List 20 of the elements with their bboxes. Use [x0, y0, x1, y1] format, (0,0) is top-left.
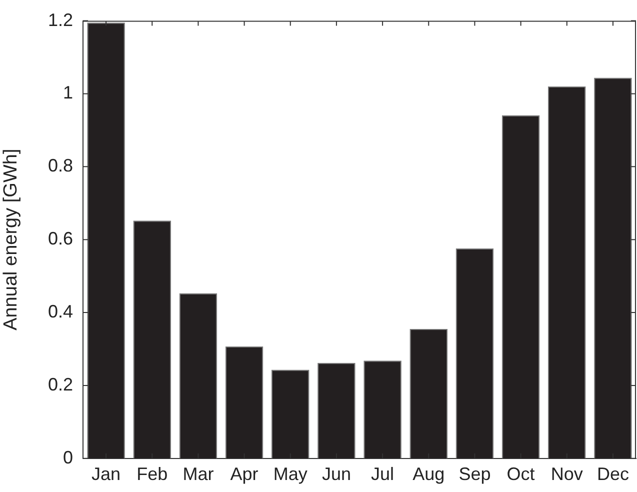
- y-tick-label: 1.2: [48, 10, 73, 30]
- y-tick-label: 0.8: [48, 156, 73, 176]
- x-tick-label: Nov: [550, 464, 583, 484]
- x-tick-label: Jun: [322, 464, 351, 484]
- x-tick-label: Jan: [92, 464, 121, 484]
- y-tick-label: 0.4: [48, 302, 73, 322]
- x-tick-label: Jul: [371, 464, 394, 484]
- x-tick-label: Aug: [412, 464, 445, 484]
- y-tick-label: 0.2: [48, 374, 73, 394]
- x-tick-label: Oct: [506, 464, 535, 484]
- x-tick-label: Mar: [182, 464, 214, 484]
- x-tick-label: Sep: [458, 464, 491, 484]
- x-tick-label: Apr: [230, 464, 258, 484]
- x-tick-label: May: [273, 464, 308, 484]
- x-tick-label: Dec: [596, 464, 629, 484]
- y-axis-title: Annual energy [GWh]: [0, 148, 22, 330]
- y-tick-label: 0.6: [48, 228, 73, 249]
- x-tick-label: Feb: [136, 464, 168, 484]
- y-tick-label: 0: [62, 447, 73, 468]
- y-tick-label: 1: [62, 82, 73, 103]
